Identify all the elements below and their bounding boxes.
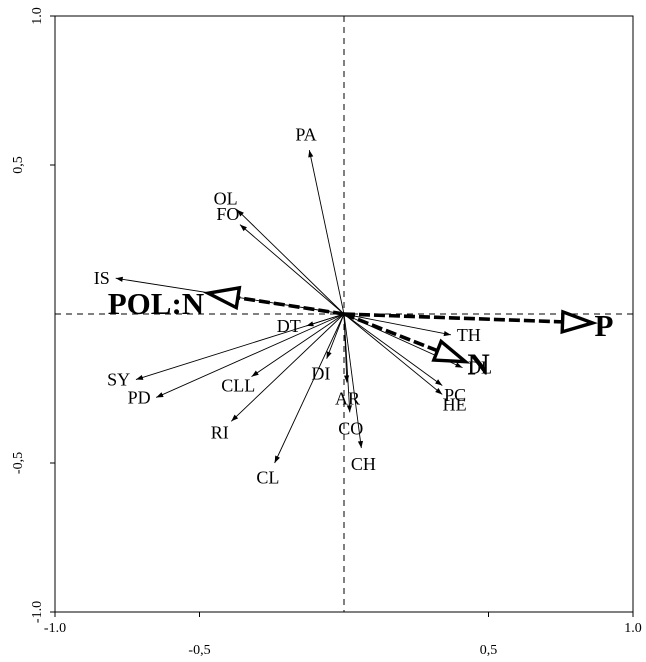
species-label: TH	[457, 325, 481, 345]
species-label: CLL	[221, 376, 255, 396]
species-arrow-di: DI	[311, 313, 345, 384]
species-label: RI	[211, 422, 229, 442]
x-tick-label: 0,5	[480, 643, 498, 658]
env-label: P	[595, 308, 614, 343]
species-label: PC	[444, 385, 466, 405]
species-arrow-he: HE	[343, 313, 467, 415]
species-arrow-cll: CLL	[221, 313, 345, 396]
species-arrow-pc: PC	[343, 313, 466, 405]
env-arrow-n: N	[343, 312, 490, 382]
y-tick-label: 0,5	[11, 156, 26, 174]
species-arrow-pa: PA	[295, 124, 345, 315]
species-arrow-cl: CL	[256, 313, 345, 488]
species-label: DL	[468, 358, 492, 378]
species-arrow-sy: SY	[107, 313, 345, 390]
x-tick-label: -0,5	[188, 643, 210, 658]
species-arrow-ri: RI	[211, 313, 345, 442]
env-label: N	[467, 347, 489, 382]
species-label: HE	[443, 395, 467, 415]
species-label: FO	[216, 204, 239, 224]
species-label: DT	[277, 316, 301, 336]
env-arrow-p: P	[343, 308, 614, 343]
species-label: PD	[128, 387, 151, 407]
species-arrow-ch: CH	[343, 313, 376, 474]
environmental-arrows: POL:N P N	[108, 285, 614, 382]
species-label: DI	[311, 364, 330, 384]
species-label: CL	[256, 468, 279, 488]
species-label: SY	[107, 370, 130, 390]
y-tick-label: -0,5	[11, 452, 26, 474]
species-arrow-ol: OL	[214, 189, 345, 315]
x-tick-label: 1.0	[624, 621, 642, 636]
species-label: OL	[214, 189, 238, 209]
env-label: POL:N	[108, 286, 204, 321]
species-arrow-co: CO	[338, 313, 363, 438]
species-label: CH	[351, 454, 376, 474]
species-label: PA	[295, 124, 316, 144]
species-arrow-fo: FO	[216, 204, 345, 315]
y-tick-label: -1.0	[30, 601, 45, 623]
species-arrow-pd: PD	[128, 313, 345, 407]
species-arrow-th: TH	[343, 313, 481, 345]
species-label: IS	[94, 268, 110, 288]
env-arrow-poln: POL:N	[108, 285, 345, 321]
species-label: CO	[338, 418, 363, 438]
x-tick-label: -1.0	[44, 621, 66, 636]
y-tick-label: 1.0	[30, 7, 45, 25]
species-label: AR	[335, 389, 360, 409]
axis-ticks: -1.0 -0,5 0,5 1.0 1.0 0,5 -0,5 -1.0	[11, 7, 642, 658]
